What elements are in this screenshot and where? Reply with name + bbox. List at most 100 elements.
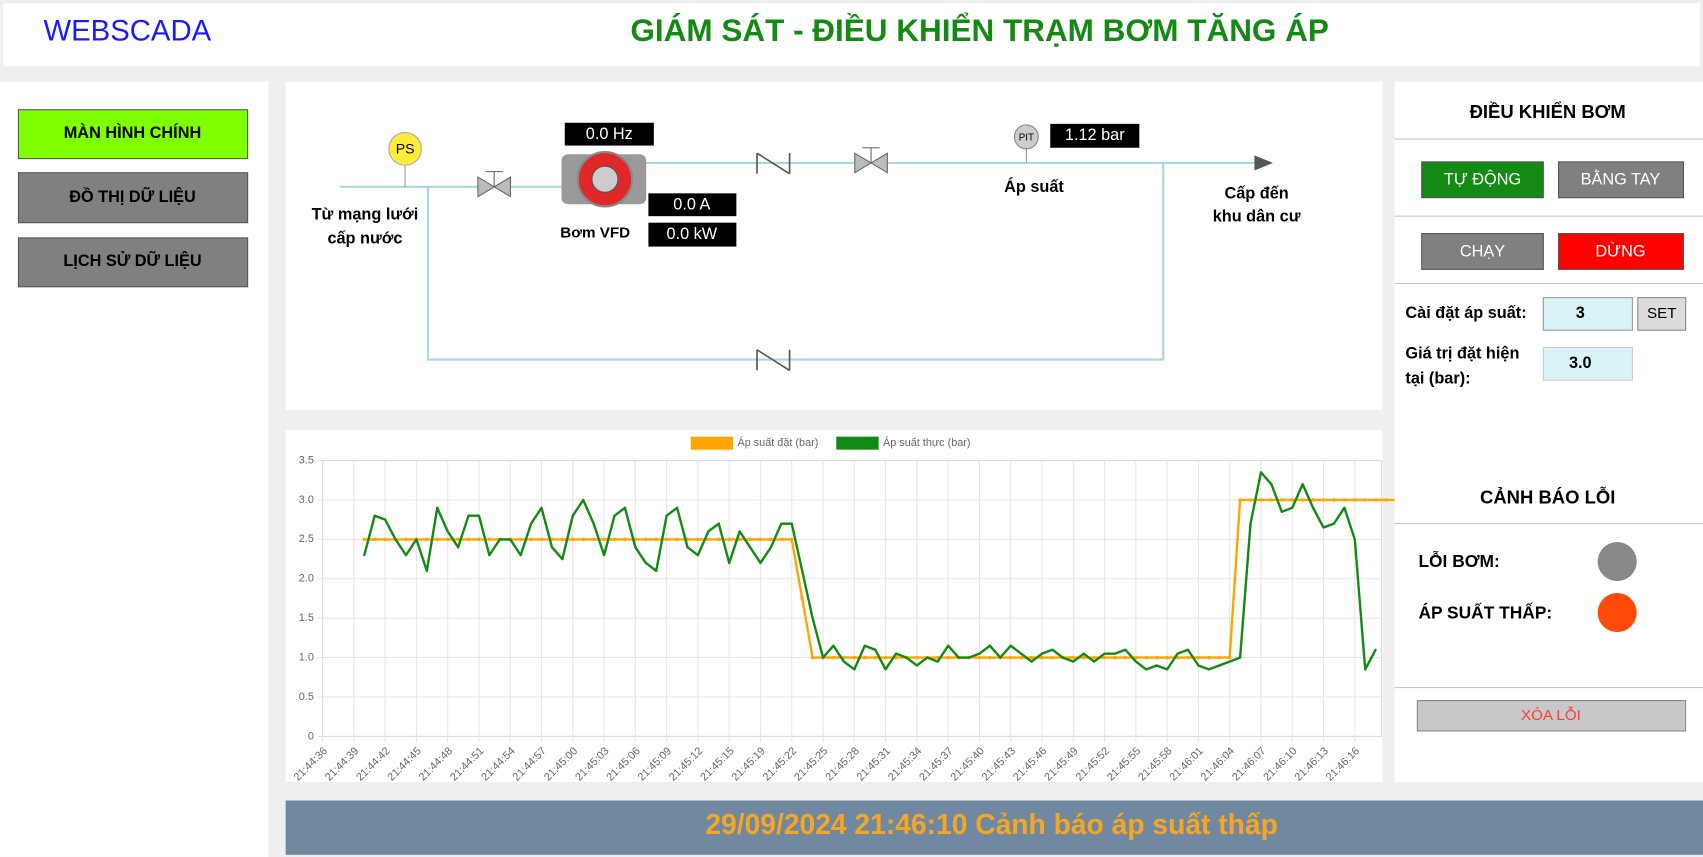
run-button[interactable] [1421,233,1544,270]
auto-button[interactable] [1421,161,1544,199]
alarm-title: CẢNH BÁO LỖI [1480,486,1615,507]
point [530,522,533,525]
point [874,648,877,651]
point [363,554,366,557]
reset-label[interactable]: XÓA LỖI [1521,706,1581,724]
y-tick-label: 1.0 [299,651,314,663]
point [404,554,408,557]
set-button[interactable] [1637,297,1687,331]
menu-label[interactable]: MÀN HÌNH CHÍNH [64,123,201,142]
point [1227,655,1232,660]
ps-label: PS [396,141,415,157]
point [519,554,522,557]
point [936,660,939,663]
point [686,546,689,549]
point [1009,644,1012,647]
point [1280,498,1284,502]
point [623,537,627,542]
point [1343,506,1346,509]
value-box [648,222,737,247]
point [1081,655,1086,660]
point [1124,648,1127,651]
point [1145,668,1148,671]
point [1134,655,1138,660]
point [529,537,533,542]
point [832,644,835,647]
point [518,537,523,542]
point [853,668,856,671]
point [1353,498,1357,502]
point [373,514,376,517]
point [446,530,449,533]
point [1249,522,1252,525]
manual-label[interactable]: BẰNG TAY [1581,170,1661,189]
run-label[interactable]: CHẠY [1460,242,1505,260]
point [790,522,793,525]
point [457,546,460,549]
pipe [339,161,1260,361]
point [1300,498,1305,502]
setpoint-input[interactable] [1542,297,1633,331]
point [727,537,731,542]
pit-label: PIT [1019,133,1034,144]
point [717,522,720,525]
point [654,537,658,542]
point [1051,648,1054,651]
point [1050,655,1055,660]
point [883,655,888,660]
point [1373,498,1378,502]
legend-label: Áp suất thực (bar) [883,436,971,449]
point [394,538,397,541]
point [1008,655,1013,660]
point [926,656,929,659]
menu-button[interactable] [17,237,249,288]
manual-button[interactable] [1558,161,1684,199]
y-tick-label: 2.5 [299,533,314,545]
chart-panel [285,430,1383,783]
alarm-indicator [1597,541,1637,582]
pressure-label: Áp suất [1004,177,1064,196]
status-bar [285,800,1703,855]
menu-label[interactable]: LỊCH SỬ DỮ LIỆU [63,250,201,270]
point [664,537,669,542]
point [1061,656,1064,659]
point [487,537,492,542]
point [1321,498,1326,502]
point [665,514,668,517]
point [1364,668,1367,671]
stop-label[interactable]: DỪNG [1595,241,1645,260]
auto-label[interactable]: TỰ ĐỘNG [1444,170,1521,189]
pump-impeller [591,165,619,193]
menu-button[interactable] [17,172,249,224]
setpoint-value[interactable]: 3 [1576,304,1585,322]
point [362,537,367,542]
diagram-panel [285,81,1383,410]
point [1029,655,1034,660]
reset-button[interactable] [1416,700,1687,732]
legend-label: Áp suất đặt (bar) [737,436,818,449]
point [445,537,450,542]
y-tick-label: 2.0 [299,573,314,585]
point [780,522,783,525]
point [779,537,784,542]
point [1155,664,1158,667]
menu-button[interactable] [17,109,249,160]
point [456,537,460,542]
set-label[interactable]: SET [1647,305,1677,322]
menu-label[interactable]: ĐỒ THỊ DỮ LIỆU [69,186,196,206]
point [1248,498,1253,502]
stop-button[interactable] [1558,233,1684,270]
point [947,644,950,647]
pressure-switch [388,131,422,166]
point [863,655,867,660]
point [1040,652,1044,655]
point [655,569,658,572]
value-box [648,193,737,217]
point [435,537,440,542]
source-label: Từ mạng lưới [312,205,419,223]
point [769,537,773,542]
point [1207,655,1211,660]
point [894,652,898,655]
point [1197,664,1200,667]
